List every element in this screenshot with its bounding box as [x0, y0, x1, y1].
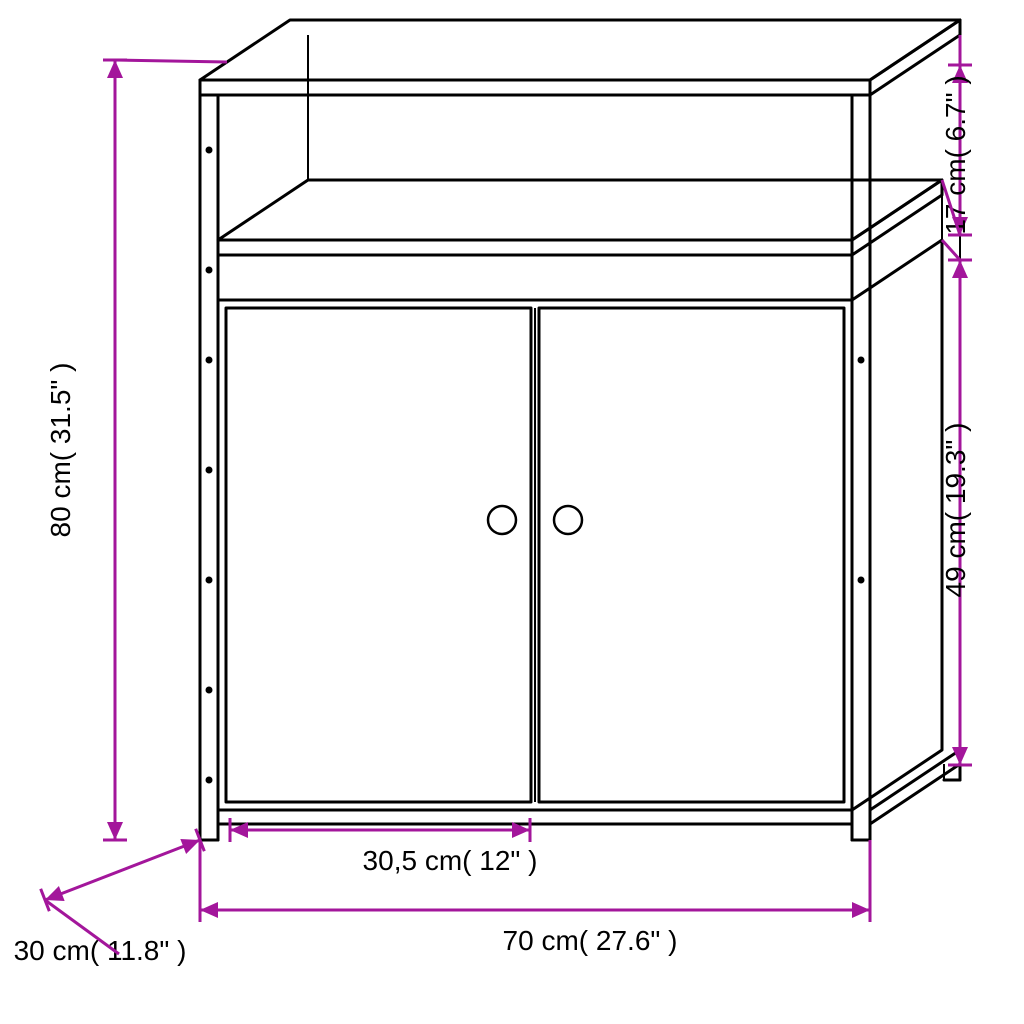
- door-knob-right: [554, 506, 582, 534]
- dim-width-total: 70 cm( 27.6" ): [503, 925, 678, 956]
- dim-shelf-height: 17 cm( 6.7" ): [940, 75, 971, 234]
- door-knob-left: [488, 506, 516, 534]
- dim-door-width: 30,5 cm( 12" ): [363, 845, 538, 876]
- dim-cabinet-height: 49 cm( 19.3" ): [940, 423, 971, 598]
- dim-height-total: 80 cm( 31.5" ): [45, 363, 76, 538]
